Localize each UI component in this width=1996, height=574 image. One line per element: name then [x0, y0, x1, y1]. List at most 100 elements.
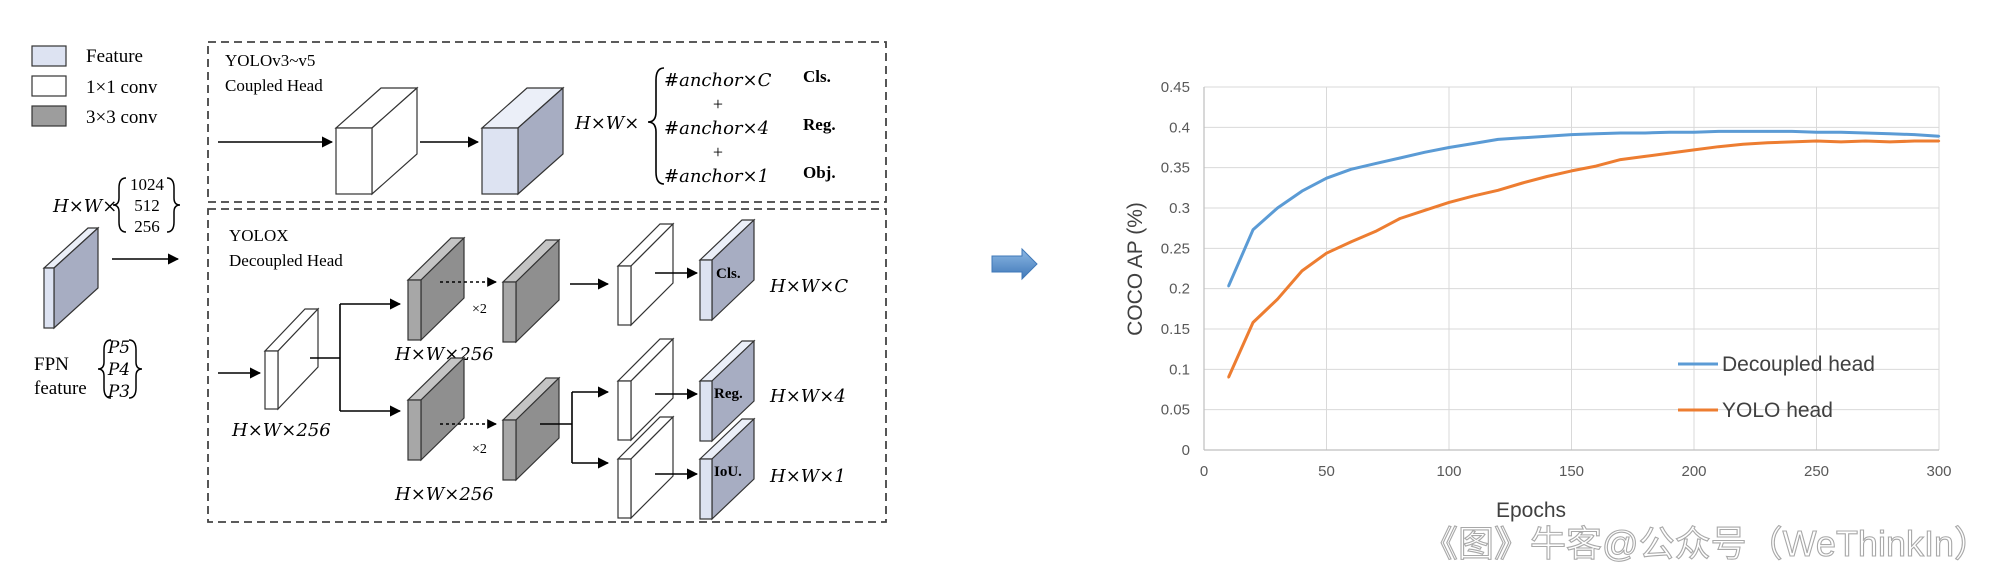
- coupled-tag-obj: Obj.: [803, 163, 836, 182]
- data-point: [1251, 228, 1255, 231]
- x-tick-label: 50: [1318, 463, 1335, 480]
- data-point: [1643, 131, 1647, 135]
- legend-conv3-label: 3×3 conv: [86, 107, 158, 128]
- data-point: [1349, 168, 1353, 171]
- legend: Feature 1×1 conv 3×3 conv: [31, 45, 158, 128]
- input-channel-1024: 1024: [130, 175, 165, 194]
- x-tick-label: 150: [1559, 463, 1584, 480]
- data-point: [1545, 175, 1549, 178]
- data-point: [1790, 130, 1794, 133]
- legend-conv1-swatch: [31, 75, 67, 97]
- coupled-out-reg: #anchor×4: [664, 118, 769, 139]
- iou-output-block: [698, 417, 756, 521]
- reg-conv1-block: [616, 337, 675, 442]
- data-point: [1325, 176, 1328, 180]
- data-point: [1521, 181, 1524, 185]
- decoupled-stem-dims: H×W×256: [231, 420, 331, 441]
- legend-feature-swatch: [31, 45, 67, 67]
- coupled-output-feature-block: [480, 86, 565, 196]
- data-point: [1570, 169, 1573, 173]
- series-line-0: [1227, 129, 1940, 287]
- data-point: [1521, 136, 1524, 140]
- data-point: [1276, 297, 1279, 301]
- reg-output-dims: H×W×4: [769, 386, 846, 407]
- fpn-level-brace-right: [128, 339, 143, 399]
- data-point: [1643, 155, 1647, 158]
- fpn-label-line2: feature: [34, 378, 87, 399]
- data-point: [1864, 131, 1867, 135]
- cls-branch-conv1-block: [616, 222, 675, 327]
- x-tick-label: 250: [1804, 463, 1829, 480]
- data-point: [1300, 269, 1304, 273]
- decoupled-head-panel: YOLOX Decoupled Head H×W×256 ×2 H×W×256: [207, 208, 887, 523]
- iou-output-label: IoU.: [714, 464, 742, 480]
- y-tick-label: 0.35: [1161, 160, 1190, 177]
- coupled-out-cls: #anchor×C: [664, 70, 772, 91]
- input-channel-256: 256: [134, 217, 160, 236]
- data-point: [1398, 217, 1402, 220]
- chart-points: [1227, 130, 1941, 379]
- iou-conv1-block: [616, 415, 675, 520]
- data-point: [1717, 145, 1720, 148]
- legend-yolo-label: YOLO head: [1722, 399, 1833, 422]
- coupled-head-title-line2: Coupled Head: [225, 76, 323, 95]
- coupled-out-obj: #anchor×1: [664, 166, 769, 187]
- chart-axes: 0 0.05 0.1 0.15 0.2 0.25 0.3 0.35 0.4 0.45 0 50 100 1…: [1161, 79, 1952, 480]
- data-point: [1668, 130, 1671, 134]
- data-point: [1472, 194, 1475, 198]
- fpn-level-p3: P3: [107, 382, 130, 402]
- cls-output-dims: H×W×C: [769, 276, 848, 297]
- data-point: [1619, 158, 1622, 161]
- coupled-head-panel: YOLOv3~v5 Coupled Head H×W× #anchor×C + …: [207, 41, 887, 203]
- data-point: [1937, 135, 1941, 138]
- input-feature: H×W× 1024 512 256 FPN feature P5 P4 P3: [34, 175, 181, 402]
- decoupled-head-title-line2: Decoupled Head: [229, 251, 343, 270]
- fpn-level-p4: P4: [107, 360, 130, 380]
- data-point: [1423, 151, 1426, 154]
- reg-branch-repeat-label: ×2: [472, 442, 487, 457]
- data-point: [1349, 240, 1353, 244]
- data-point: [1594, 164, 1598, 168]
- data-point: [1325, 251, 1328, 255]
- data-point: [1692, 148, 1696, 152]
- ap-vs-epochs-chart: 0 0.05 0.1 0.15 0.2 0.25 0.3 0.35 0.4 0.45 0 50 100 1…: [1124, 79, 1952, 522]
- data-point: [1594, 132, 1598, 135]
- y-tick-label: 0.05: [1161, 402, 1190, 419]
- data-point: [1839, 130, 1843, 134]
- coupled-conv1-block: [334, 86, 419, 196]
- legend-decoupled-label: Decoupled head: [1722, 353, 1875, 376]
- transition-arrow-icon: [991, 247, 1038, 281]
- watermark-text: 《图》牛客@公众号（WeThinkIn）: [1422, 523, 1990, 564]
- coupled-dims-prefix: H×W×: [574, 113, 639, 134]
- data-point: [1227, 376, 1230, 379]
- data-point: [1300, 189, 1304, 193]
- data-point: [1717, 130, 1720, 133]
- legend-feature-label: Feature: [86, 46, 143, 67]
- x-tick-label: 0: [1200, 463, 1208, 480]
- data-point: [1251, 321, 1255, 324]
- coupled-plus-2: +: [713, 142, 723, 162]
- data-point: [1423, 209, 1426, 212]
- data-point: [1937, 139, 1941, 143]
- cls-branch-repeat-label: ×2: [472, 302, 487, 317]
- coupled-tag-reg: Reg.: [803, 115, 836, 134]
- y-tick-label: 0.45: [1161, 79, 1190, 96]
- data-point: [1864, 139, 1867, 143]
- reg-output-label: Reg.: [714, 386, 743, 402]
- coupled-plus-1: +: [713, 94, 723, 114]
- y-tick-label: 0.1: [1169, 361, 1190, 378]
- cls-branch-dims: H×W×256: [394, 344, 494, 365]
- data-point: [1766, 141, 1769, 144]
- data-point: [1741, 130, 1745, 133]
- coupled-head-title-line1: YOLOv3~v5: [225, 51, 315, 70]
- fpn-label-line1: FPN: [34, 354, 69, 375]
- data-point: [1398, 156, 1402, 160]
- legend-conv3-swatch: [31, 105, 67, 127]
- iou-output-dims: H×W×1: [769, 466, 846, 487]
- y-tick-label: 0.15: [1161, 321, 1190, 338]
- legend-conv1-label: 1×1 conv: [86, 77, 158, 98]
- data-point: [1790, 140, 1794, 144]
- input-feature-block: [42, 226, 100, 330]
- decoupled-head-title-line1: YOLOX: [229, 226, 289, 245]
- reg-branch-conv3-block-2: [501, 376, 561, 482]
